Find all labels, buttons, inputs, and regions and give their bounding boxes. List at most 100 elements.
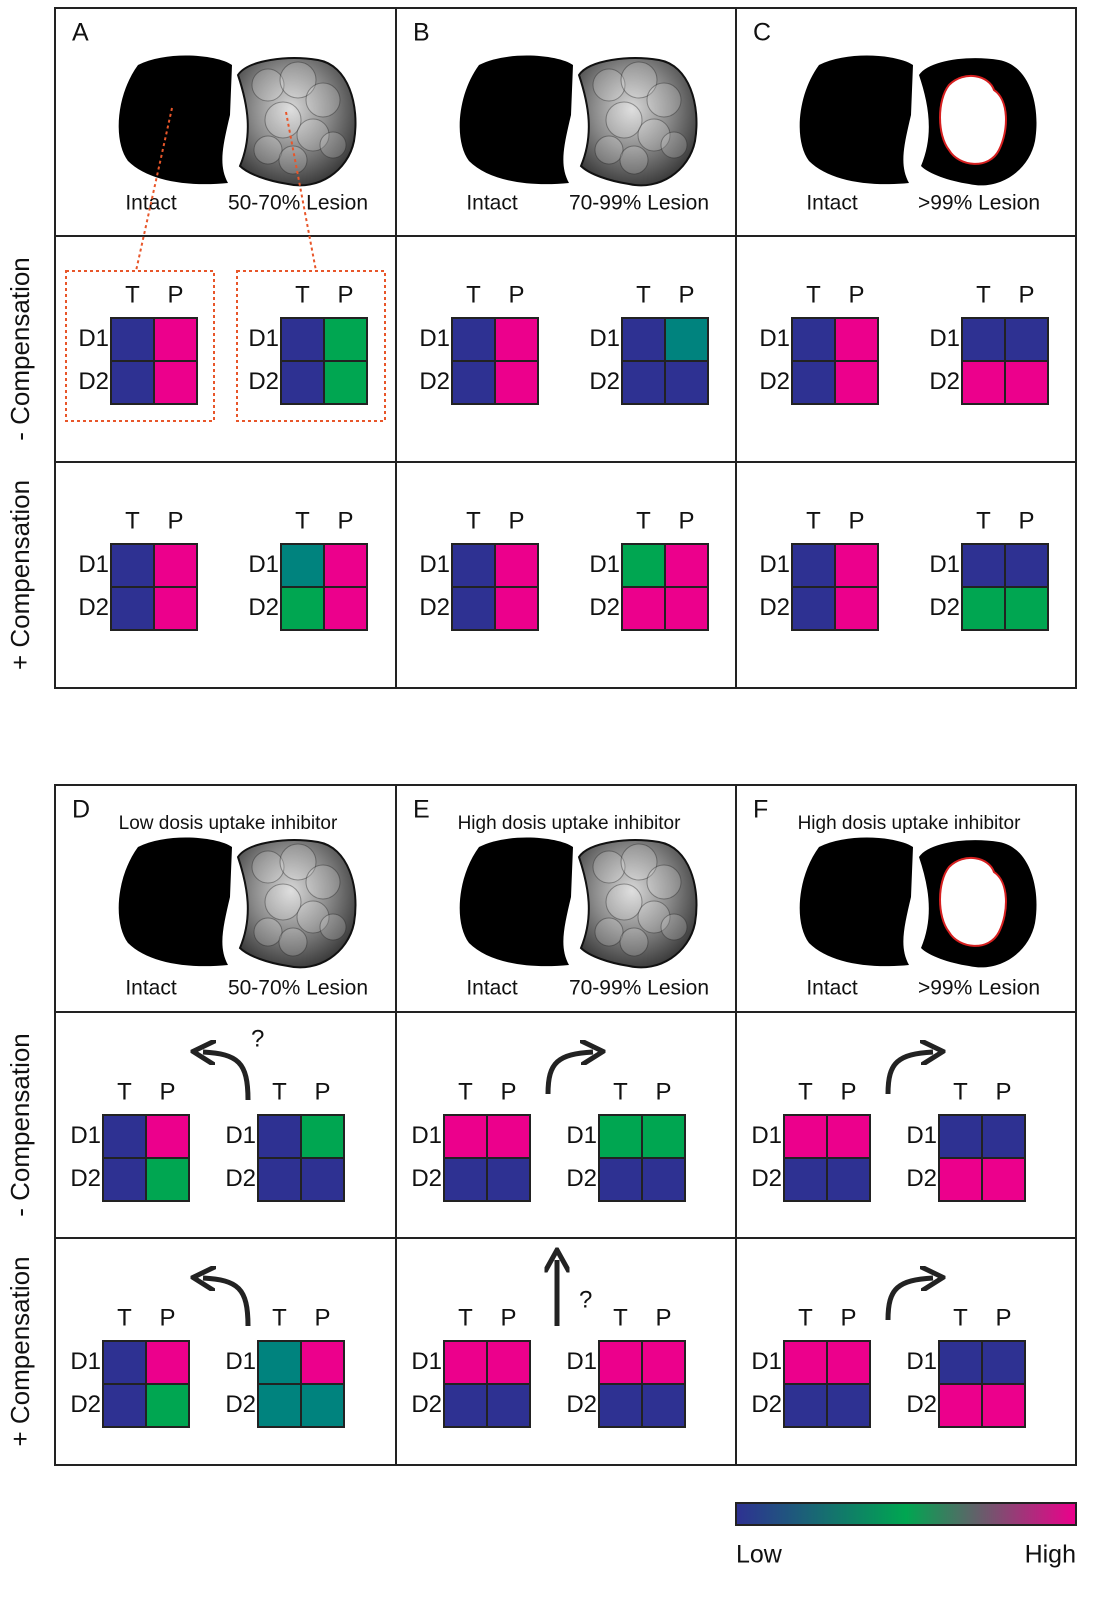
lesion-patch (605, 101, 643, 139)
panel-title: High dosis uptake inhibitor (798, 813, 1022, 834)
matrix-col-label: T (466, 507, 481, 534)
arrow (885, 1278, 933, 1321)
matrix-row-label: D1 (906, 1348, 937, 1375)
matrix-row-label: D1 (225, 1348, 256, 1375)
hemisphere-intact (799, 55, 913, 185)
matrix-cell (257, 1114, 302, 1159)
matrix-cell (834, 543, 879, 588)
hemisphere-lesioned (577, 839, 698, 969)
matrix-col-label: P (167, 281, 183, 308)
matrix-col-label: T (125, 507, 140, 534)
matrix-cell (791, 317, 836, 362)
matrix-col-label: T (117, 1304, 132, 1331)
matrix-cell (826, 1114, 871, 1159)
matrix-col-label: T (953, 1078, 968, 1105)
matrix-cell (323, 543, 368, 588)
matrix-cell (145, 1114, 190, 1159)
matrix-cell (641, 1340, 686, 1385)
matrix-row-label: D2 (225, 1391, 256, 1418)
matrix-row-label: D2 (751, 1165, 782, 1192)
hemisphere-intact (459, 837, 573, 967)
matrix-cell (300, 1157, 345, 1202)
matrix-cell (981, 1340, 1026, 1385)
matrix-row-label: D2 (566, 1391, 597, 1418)
lesion-patch (251, 68, 285, 102)
matrix-col-label: P (848, 281, 864, 308)
matrix-col-label: T (295, 507, 310, 534)
matrix-col-label: P (1018, 281, 1034, 308)
matrix-cell (486, 1114, 531, 1159)
panel-letter: C (753, 19, 771, 47)
hemisphere (799, 837, 913, 967)
lesion-patch (637, 900, 671, 934)
matrix-row-label: D1 (411, 1348, 442, 1375)
hemisphere-lesioned (236, 839, 357, 969)
matrix-col-label: T (806, 507, 821, 534)
matrix-row-label: D2 (411, 1165, 442, 1192)
matrix-col-label: P (500, 1078, 516, 1105)
matrix-cell (102, 1157, 147, 1202)
arrow (885, 1052, 933, 1095)
brain-label: 70-99% Lesion (569, 192, 709, 215)
matrix-cell (598, 1383, 643, 1428)
grid-frame (54, 784, 1077, 1466)
matrix-row-label: D1 (566, 1348, 597, 1375)
hemisphere-lesioned (577, 57, 698, 187)
matrix-cell (938, 1157, 983, 1202)
matrix-cell (102, 1114, 147, 1159)
matrix-row-label: D2 (78, 368, 109, 395)
matrix-col-label: P (508, 507, 524, 534)
matrix-row-label: D2 (906, 1165, 937, 1192)
matrix-row-label: D2 (70, 1391, 101, 1418)
matrix-cell (300, 1383, 345, 1428)
hemisphere (577, 839, 698, 969)
matrix-cell (153, 360, 198, 405)
lesion-patch (305, 864, 341, 900)
matrix-cell (494, 543, 539, 588)
arrow-mark: ? (579, 1286, 592, 1313)
brain-label: Intact (806, 192, 858, 215)
lesion-patch (620, 61, 658, 99)
matrix-cell (451, 586, 496, 631)
matrix-col-label: P (995, 1078, 1011, 1105)
matrix-col-label: T (613, 1304, 628, 1331)
legend-label: High (1025, 1541, 1076, 1569)
matrix-row-label: D2 (411, 1391, 442, 1418)
matrix-col-label: P (995, 1304, 1011, 1331)
matrix-cell (826, 1383, 871, 1428)
matrix-row-label: D1 (78, 325, 109, 352)
matrix-cell (300, 1114, 345, 1159)
matrix-row-label: D1 (759, 551, 790, 578)
matrix-cell (110, 360, 155, 405)
matrix-col-label: P (159, 1304, 175, 1331)
lesion-patch (592, 850, 626, 884)
matrix-cell (451, 543, 496, 588)
matrix-row-label: D1 (929, 551, 960, 578)
matrix-col-label: P (500, 1304, 516, 1331)
hemisphere-lesioned (236, 57, 357, 187)
matrix-cell (981, 1114, 1026, 1159)
matrix-col-label: T (117, 1078, 132, 1105)
matrix-cell (641, 1383, 686, 1428)
matrix-row-label: D2 (248, 594, 279, 621)
matrix-cell (323, 586, 368, 631)
matrix-col-label: P (314, 1304, 330, 1331)
lesion-patch (637, 118, 671, 152)
matrix-col-label: T (636, 507, 651, 534)
matrix-row-label: D2 (759, 594, 790, 621)
matrix-row-label: D2 (751, 1391, 782, 1418)
matrix-cell (257, 1157, 302, 1202)
matrix-cell (791, 360, 836, 405)
matrix-row-label: D1 (589, 325, 620, 352)
matrix-row-label: D1 (411, 1122, 442, 1149)
arrow (203, 1278, 251, 1327)
lesion-patch (296, 118, 330, 152)
matrix-cell (641, 1157, 686, 1202)
matrix-col-label: T (798, 1078, 813, 1105)
matrix-row-label: D2 (929, 368, 960, 395)
row-label: - Compensation (5, 257, 35, 441)
brain-label: 50-70% Lesion (228, 192, 368, 215)
matrix-row-label: D2 (70, 1165, 101, 1192)
lesion-patch (253, 135, 283, 165)
matrix-row-label: D1 (248, 551, 279, 578)
